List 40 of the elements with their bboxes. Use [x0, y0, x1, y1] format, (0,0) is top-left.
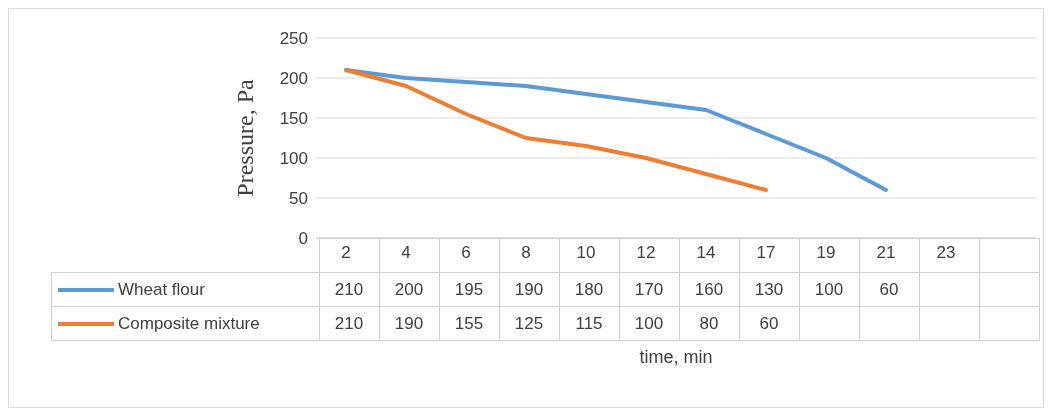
x-tick-label: 4	[401, 243, 411, 263]
x-axis-title: time, min	[638, 347, 714, 368]
data-label: 200	[379, 272, 439, 307]
data-label: 130	[739, 272, 799, 307]
x-tick-label: 23	[936, 243, 956, 263]
data-label: 210	[319, 306, 379, 341]
y-tick-label: 100	[279, 149, 308, 169]
data-label: 80	[679, 306, 739, 341]
y-tick-label: 250	[279, 29, 308, 49]
x-tick-label: 14	[696, 243, 716, 263]
x-tick-label: 12	[636, 243, 656, 263]
x-tick-label: 21	[876, 243, 896, 263]
data-label: 190	[499, 272, 559, 307]
data-label: 60	[859, 272, 919, 307]
legend-label: Composite mixture	[51, 306, 319, 341]
x-tick-label: 6	[461, 243, 471, 263]
data-label: 170	[619, 272, 679, 307]
data-label: 190	[379, 306, 439, 341]
y-axis-title: Pressure, Pa	[231, 79, 258, 197]
x-tick-label: 2	[341, 243, 351, 263]
y-tick-label: 0	[298, 229, 308, 249]
data-label: 195	[439, 272, 499, 307]
data-label: 160	[679, 272, 739, 307]
data-label: 100	[799, 272, 859, 307]
x-tick-label: 17	[756, 243, 776, 263]
x-tick-label: 10	[576, 243, 596, 263]
data-label: 100	[619, 306, 679, 341]
data-label: 180	[559, 272, 619, 307]
data-label: 155	[439, 306, 499, 341]
data-label: 115	[559, 306, 619, 341]
y-tick-label: 50	[289, 189, 308, 209]
legend-label: Wheat flour	[51, 272, 319, 307]
data-label: 210	[319, 272, 379, 307]
y-tick-label: 200	[279, 69, 308, 89]
x-tick-label: 19	[816, 243, 836, 263]
data-label: 125	[499, 306, 559, 341]
y-tick-label: 150	[279, 109, 308, 129]
data-label: 60	[739, 306, 799, 341]
line-series	[344, 68, 768, 192]
x-tick-label: 8	[521, 243, 531, 263]
